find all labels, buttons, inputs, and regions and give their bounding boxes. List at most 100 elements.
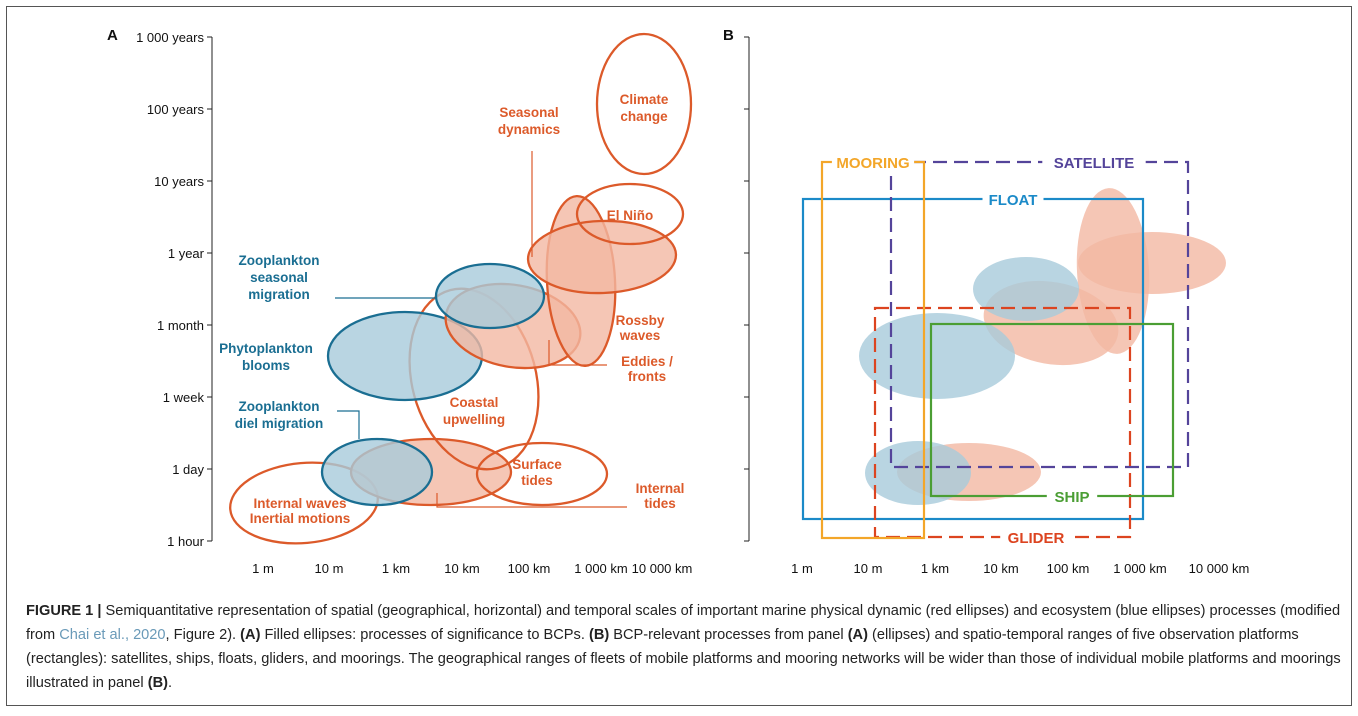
label-line: Coastal bbox=[450, 395, 499, 410]
label-internal-waves: Internal waves Inertial motions bbox=[250, 496, 351, 526]
platform-label-ship: SHIP bbox=[1054, 489, 1089, 506]
label-line: Internal waves bbox=[253, 496, 346, 511]
ellipse-surface bbox=[475, 441, 609, 507]
x-tick-label-1-m: 1 m bbox=[791, 561, 813, 576]
label-line: Seasonal bbox=[499, 105, 558, 120]
caption-panel-b-ref: (B) bbox=[588, 627, 610, 643]
platform-label-bg bbox=[831, 153, 915, 171]
caption-panel-a-ref: (A) bbox=[240, 627, 261, 643]
platform-label-bg bbox=[982, 190, 1044, 208]
label-line: blooms bbox=[242, 358, 290, 373]
label-line: Climate bbox=[620, 92, 669, 107]
platform-label-glider: GLIDER bbox=[1008, 530, 1065, 547]
ellipse-zoo-seasonal bbox=[434, 262, 546, 330]
x-tick-label-10-000-km: 10 000 km bbox=[1189, 561, 1250, 576]
panel-a-y-ticks: 1 000 years 100 years 10 years 1 year 1 mont… bbox=[136, 30, 212, 549]
leader-eddies bbox=[548, 340, 607, 366]
label-coastal: Coastal upwelling bbox=[443, 395, 505, 427]
x-tick-label-100-km: 100 km bbox=[1047, 561, 1090, 576]
label-line: Inertial motions bbox=[250, 511, 351, 526]
caption-text-3: Filled ellipses: processes of significan… bbox=[260, 627, 589, 643]
panel-a-ellipses bbox=[229, 32, 693, 545]
x-tick-label-1-000-km: 1 000 km bbox=[1113, 561, 1166, 576]
x-tick-label-100-km: 100 km bbox=[508, 561, 551, 576]
caption-text-4: BCP-relevant processes from panel bbox=[609, 627, 848, 643]
leader-zoo-diel bbox=[337, 410, 360, 439]
label-line: diel migration bbox=[235, 416, 324, 431]
caption-citation-link[interactable]: Chai et al., 2020 bbox=[59, 627, 166, 643]
label-line: seasonal bbox=[250, 270, 308, 285]
panel-b-x-ticks: 1 m 10 m 1 km 10 km 100 km 1 000 km 10 000 km bbox=[791, 561, 1249, 576]
ellipse-zoo-diel bbox=[320, 437, 434, 507]
panel-a-leader-lines bbox=[335, 151, 627, 508]
label-zoo-diel: Zooplankton diel migration bbox=[235, 399, 324, 431]
label-line: tides bbox=[644, 496, 676, 511]
platform-label-bg bbox=[1000, 528, 1072, 546]
panel-b-platforms: FLOAT SATELLITE GLIDER SHIP MOORING bbox=[801, 153, 1190, 547]
y-tick-label-1-hour: 1 hour bbox=[167, 534, 205, 549]
label-line: Phytoplankton bbox=[219, 341, 313, 356]
platform-label-bg bbox=[1046, 487, 1098, 505]
x-tick-label-10-000-km: 10 000 km bbox=[632, 561, 693, 576]
y-tick-label-1-month: 1 month bbox=[157, 318, 204, 333]
x-tick-label-1-m: 1 m bbox=[252, 561, 274, 576]
platform-label-satellite: SATELLITE bbox=[1054, 155, 1135, 172]
x-tick-label-10-m: 10 m bbox=[315, 561, 344, 576]
label-line: upwelling bbox=[443, 412, 505, 427]
panel-a: A 1 000 years 100 years 10 years 1 year 1 mo… bbox=[107, 27, 692, 576]
panel-b-letter: B bbox=[723, 27, 734, 44]
label-line: Internal bbox=[636, 481, 685, 496]
ellipse-seasonal bbox=[526, 219, 678, 295]
label-line: Zooplankton bbox=[239, 399, 320, 414]
caption-text-6: . bbox=[167, 675, 173, 691]
x-tick-label-10-km: 10 km bbox=[444, 561, 479, 576]
caption-text-5: (ellipses) and spatio-temporal ranges of… bbox=[26, 627, 1341, 691]
label-line: fronts bbox=[628, 369, 666, 384]
x-tick-label-10-m: 10 m bbox=[854, 561, 883, 576]
caption-text-1: Semiquantitative representation of spati… bbox=[26, 603, 1341, 643]
label-line: tides bbox=[521, 473, 553, 488]
label-elnino: El Niño bbox=[607, 208, 654, 223]
label-line: dynamics bbox=[498, 122, 560, 137]
rect-satellite bbox=[889, 160, 1190, 469]
label-line: Rossby bbox=[616, 313, 665, 328]
label-internal-tides: Internal tides bbox=[636, 481, 685, 511]
label-line: change bbox=[620, 109, 668, 124]
ellipse-elnino bbox=[575, 182, 685, 246]
panel-b: B 1 m 10 m 1 km 10 km 100 km 1 000 km 10 000 k… bbox=[723, 27, 1249, 576]
label-seasonal: Seasonal dynamics bbox=[498, 105, 560, 137]
b-ellipse-phyto bbox=[859, 313, 1015, 399]
label-line: El Niño bbox=[607, 208, 654, 223]
platform-label-mooring: MOORING bbox=[836, 155, 909, 172]
y-tick-label-100-years: 100 years bbox=[147, 102, 205, 117]
figure-chart: A 1 000 years 100 years 10 years 1 year 1 mo… bbox=[107, 27, 1249, 576]
panel-b-ellipses bbox=[859, 188, 1226, 505]
panel-a-letter: A bbox=[107, 27, 118, 44]
panel-a-labels: Climate change Internal waves Inertial moti… bbox=[219, 92, 684, 526]
x-tick-label-10-km: 10 km bbox=[983, 561, 1018, 576]
y-tick-label-1-week: 1 week bbox=[163, 390, 205, 405]
y-tick-label-1-000-years: 1 000 years bbox=[136, 30, 204, 45]
rect-float bbox=[801, 197, 1145, 521]
caption-text-2: , Figure 2). bbox=[165, 627, 241, 643]
label-line: migration bbox=[248, 287, 310, 302]
x-tick-label-1-000-km: 1 000 km bbox=[574, 561, 627, 576]
label-rossby: Rossby waves bbox=[616, 313, 665, 343]
figure-label: FIGURE 1 | bbox=[26, 603, 102, 619]
label-surface: Surface tides bbox=[512, 457, 562, 488]
label-climate: Climate change bbox=[620, 92, 669, 124]
platform-label-bg bbox=[1042, 153, 1146, 171]
y-tick-label-1-day: 1 day bbox=[172, 462, 204, 477]
panel-b-y-ticks bbox=[744, 36, 749, 542]
ellipse-climate bbox=[595, 32, 693, 176]
label-line: Eddies / bbox=[621, 354, 673, 369]
label-line: Surface bbox=[512, 457, 562, 472]
leader-internal-tides bbox=[436, 493, 627, 508]
label-zoo-seasonal: Zooplankton seasonal migration bbox=[239, 253, 320, 302]
b-ellipse-zoo-seasonal bbox=[973, 257, 1079, 321]
platform-label-float: FLOAT bbox=[989, 192, 1038, 209]
label-eddies: Eddies / fronts bbox=[621, 354, 673, 384]
label-line: Zooplankton bbox=[239, 253, 320, 268]
x-tick-label-1-km: 1 km bbox=[382, 561, 410, 576]
panel-a-x-ticks: 1 m 10 m 1 km 10 km 100 km 1 000 km 10 000 km bbox=[252, 561, 692, 576]
